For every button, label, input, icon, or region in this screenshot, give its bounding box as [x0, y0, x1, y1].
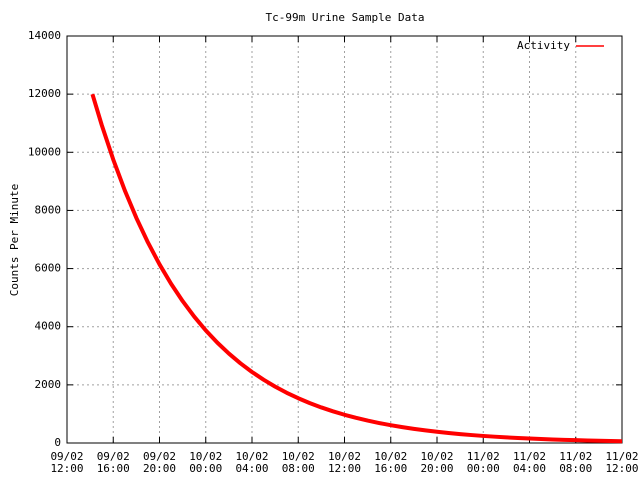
y-tick-label: 4000	[35, 320, 62, 333]
legend-label: Activity	[517, 39, 570, 52]
x-tick-label: 11/02 08:00	[559, 450, 592, 475]
y-tick-label: 8000	[35, 203, 62, 216]
x-tick-label: 10/02 04:00	[235, 450, 268, 475]
x-tick-label: 09/02 20:00	[143, 450, 176, 475]
x-tick-label: 11/02 12:00	[605, 450, 638, 475]
y-tick-label: 6000	[35, 262, 62, 275]
y-tick-label: 0	[54, 436, 61, 449]
x-tick-label: 10/02 00:00	[189, 450, 222, 475]
x-tick-label: 09/02 16:00	[97, 450, 130, 475]
data-line	[90, 93, 623, 444]
x-tick-label: 10/02 16:00	[374, 450, 407, 475]
plot-frame	[66, 35, 623, 444]
x-tick-label: 09/02 12:00	[50, 450, 83, 475]
y-tick-label: 14000	[28, 29, 61, 42]
y-tick-label: 10000	[28, 145, 61, 158]
x-tick-label: 10/02 08:00	[282, 450, 315, 475]
x-tick-label: 11/02 04:00	[513, 450, 546, 475]
x-tick-label: 10/02 12:00	[328, 450, 361, 475]
y-tick-label: 12000	[28, 87, 61, 100]
chart-title: Tc-99m Urine Sample Data	[266, 11, 425, 24]
x-tick-label: 11/02 00:00	[467, 450, 500, 475]
y-axis-label: Counts Per Minute	[8, 184, 21, 297]
y-tick-label: 2000	[35, 378, 62, 391]
x-tick-label: 10/02 20:00	[420, 450, 453, 475]
